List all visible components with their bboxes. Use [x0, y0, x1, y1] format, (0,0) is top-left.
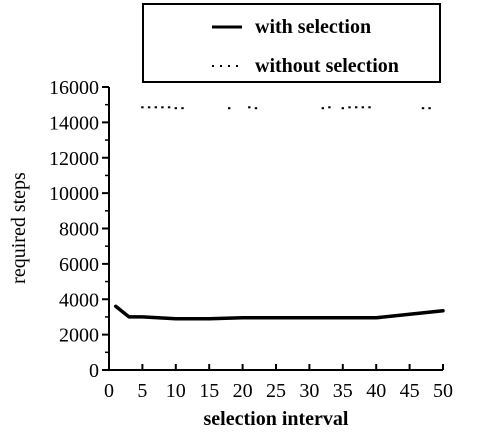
series-point-without-selection	[341, 107, 344, 110]
x-tick-label: 40	[366, 380, 386, 402]
series-point-without-selection	[181, 107, 184, 110]
series-point-without-selection	[355, 106, 358, 109]
series-point-without-selection	[161, 106, 164, 109]
series-line-with-selection	[113, 304, 445, 321]
y-tick-label: 12000	[49, 148, 99, 170]
legend: with selection without selection	[142, 3, 441, 83]
x-tick-label: 20	[233, 380, 253, 402]
series-point-without-selection	[174, 107, 177, 110]
x-tick-label: 25	[266, 380, 286, 402]
series-point-without-selection	[154, 106, 157, 109]
x-tick-label: 15	[199, 380, 219, 402]
y-tick-label: 14000	[49, 112, 99, 134]
y-tick-label: 6000	[59, 254, 99, 276]
x-axis-title: selection interval	[204, 408, 349, 430]
x-tick-label: 10	[166, 380, 186, 402]
x-tick-label: 5	[137, 380, 147, 402]
series-point-without-selection	[321, 107, 324, 110]
series-layer	[113, 106, 445, 321]
series-point-without-selection	[254, 107, 258, 110]
series-point-without-selection	[228, 107, 231, 110]
series-point-without-selection	[167, 106, 171, 109]
y-axis-title: required steps	[8, 172, 30, 284]
y-tick-label: 16000	[49, 77, 99, 99]
x-tick-label: 45	[400, 380, 420, 402]
series-point-without-selection	[141, 106, 144, 109]
y-tick-label: 8000	[59, 219, 99, 241]
y-ticks: 0 2000 4000 6000 8000 10000 12000 14000 16000	[49, 77, 109, 382]
legend-label-without-selection: without selection	[255, 55, 399, 77]
legend-label-with-selection: with selection	[255, 16, 371, 38]
x-tick-label: 35	[333, 380, 353, 402]
series-point-without-selection	[428, 107, 431, 110]
series-point-without-selection	[328, 106, 331, 109]
x-ticks: 0 5 10 15 20 25 30 35 40 45 50	[104, 364, 453, 402]
series-point-without-selection	[368, 106, 371, 109]
series-point-without-selection	[147, 106, 151, 109]
x-tick-label: 30	[299, 380, 319, 402]
y-tick-label: 10000	[49, 183, 99, 205]
series-point-without-selection	[361, 106, 364, 109]
axes	[108, 87, 443, 371]
legend-box	[142, 3, 441, 83]
y-tick-label: 0	[89, 360, 99, 382]
series-point-without-selection	[248, 106, 251, 109]
y-tick-label: 4000	[59, 289, 99, 311]
y-tick-label: 2000	[59, 325, 99, 347]
series-point-without-selection	[421, 107, 425, 110]
x-tick-label: 50	[433, 380, 453, 402]
series-point-without-selection	[348, 106, 351, 109]
x-tick-label: 0	[104, 380, 114, 402]
